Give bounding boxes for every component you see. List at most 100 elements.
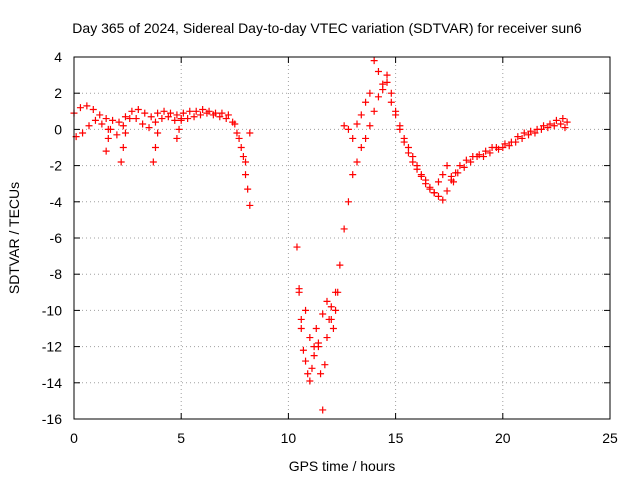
data-point (98, 120, 106, 128)
data-point (349, 171, 357, 179)
data-point (404, 144, 412, 151)
data-point (383, 71, 391, 79)
y-tick-label: 4 (54, 49, 62, 65)
data-point (323, 297, 331, 305)
data-point (349, 134, 357, 142)
data-point (79, 129, 87, 137)
data-point (456, 162, 464, 170)
data-point (520, 129, 528, 137)
data-point (434, 192, 442, 200)
data-point (467, 158, 475, 166)
x-tick-labels: 0 5 10 15 20 25 (70, 430, 618, 446)
data-marks (70, 57, 571, 414)
data-point (563, 118, 571, 126)
data-point (297, 325, 305, 332)
data-point (454, 169, 462, 177)
data-point (121, 113, 129, 121)
data-point (422, 176, 430, 184)
data-point (209, 111, 217, 119)
data-point (109, 116, 117, 124)
data-point (91, 116, 99, 124)
data-point (299, 346, 307, 354)
data-point (439, 196, 447, 204)
data-point (518, 134, 526, 142)
data-point (119, 144, 127, 151)
data-point (426, 183, 434, 191)
data-point (192, 107, 200, 115)
data-point (329, 325, 337, 332)
y-tick-label: -8 (50, 266, 63, 282)
data-point (546, 120, 554, 128)
data-point (499, 144, 507, 151)
data-point (449, 178, 457, 186)
y-tick-label: -12 (42, 339, 62, 355)
x-tick-label: 10 (281, 430, 297, 446)
data-point (179, 109, 187, 117)
data-point (319, 406, 327, 414)
data-point (396, 122, 404, 130)
data-point (175, 125, 183, 133)
data-point (540, 122, 548, 130)
data-point (173, 111, 181, 119)
data-point (370, 57, 378, 65)
data-point (344, 198, 352, 206)
data-point (302, 357, 310, 365)
data-point (246, 129, 254, 137)
data-point (362, 98, 370, 106)
data-point (537, 125, 545, 133)
data-point (196, 111, 204, 119)
data-point (154, 109, 162, 117)
data-point (216, 113, 224, 121)
y-tick-label: 2 (54, 85, 62, 101)
y-axis-label: SDTVAR / TECUs (6, 182, 22, 294)
data-point (400, 134, 408, 142)
data-point (332, 306, 340, 314)
data-point (417, 171, 425, 179)
data-point (366, 122, 374, 130)
data-point (218, 109, 226, 117)
data-point (344, 125, 352, 133)
data-point (443, 187, 451, 195)
data-point (323, 334, 331, 342)
data-point (222, 115, 230, 123)
data-point (239, 153, 247, 161)
data-point (102, 115, 110, 123)
data-point (374, 93, 382, 101)
y-tick-label: -2 (50, 158, 63, 174)
data-point (115, 118, 123, 126)
data-point (158, 115, 166, 123)
y-tick-label: -10 (42, 302, 62, 318)
data-point (293, 243, 301, 251)
data-point (383, 78, 391, 86)
data-point (83, 102, 91, 110)
data-point (160, 107, 168, 115)
data-point (310, 352, 318, 360)
data-point (297, 315, 305, 323)
data-point (132, 115, 140, 123)
chart-title: Day 365 of 2024, Sidereal Day-to-day VTE… (72, 20, 582, 36)
data-point (552, 116, 560, 124)
data-point (154, 129, 162, 137)
data-point (104, 134, 112, 142)
data-point (235, 134, 243, 142)
data-point (134, 105, 142, 113)
data-point (164, 113, 172, 121)
data-point (149, 158, 157, 166)
data-point (199, 105, 207, 113)
data-point (527, 127, 535, 135)
data-point (229, 118, 237, 126)
data-point (480, 153, 488, 161)
data-point (366, 89, 374, 97)
data-point (317, 370, 325, 378)
data-point (531, 129, 539, 137)
data-point (473, 153, 481, 161)
grid (74, 57, 610, 419)
data-point (89, 105, 97, 113)
data-point (113, 131, 121, 139)
y-tick-label: -4 (50, 194, 63, 210)
data-point (102, 147, 110, 155)
axis-ticks (73, 56, 611, 420)
y-tick-label: -6 (50, 230, 63, 246)
data-point (186, 107, 194, 115)
data-point (173, 134, 181, 142)
